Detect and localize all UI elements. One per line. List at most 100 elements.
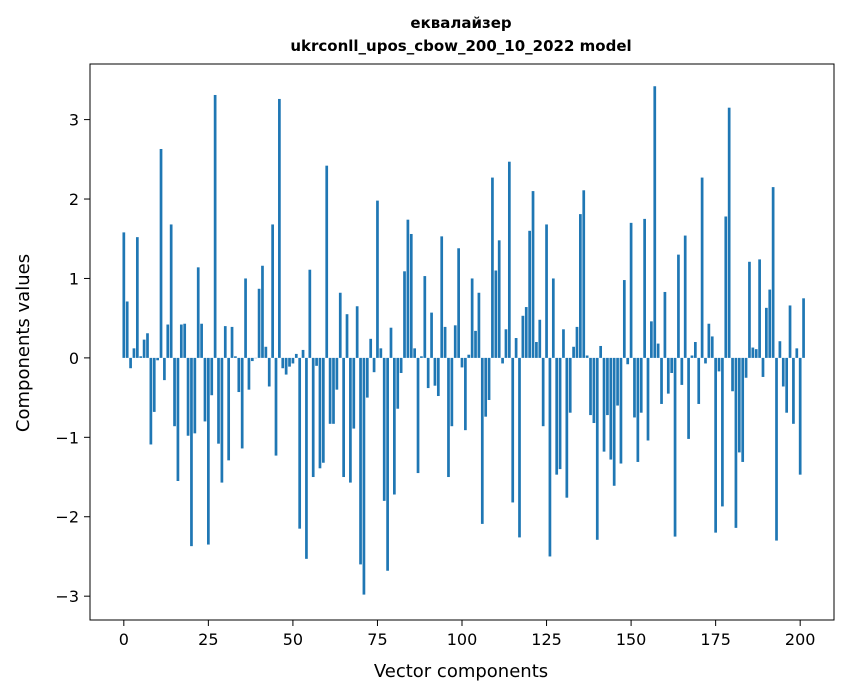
bar [403, 271, 406, 358]
bar [551, 278, 555, 358]
bar [440, 236, 444, 358]
bar [497, 240, 501, 358]
y-tick-label: 2 [69, 190, 79, 209]
bar [535, 342, 538, 358]
bar [710, 336, 714, 358]
bar [690, 355, 694, 358]
x-tick-label: 150 [616, 630, 647, 649]
bar [389, 327, 393, 358]
bar [179, 324, 183, 358]
bar [629, 222, 633, 358]
bar [372, 357, 376, 373]
bar [518, 357, 521, 538]
bar [453, 325, 457, 358]
bar [349, 357, 352, 483]
bar [426, 357, 430, 389]
bar [748, 261, 751, 358]
bar [474, 330, 477, 358]
bar [159, 148, 163, 358]
bar [244, 278, 247, 358]
x-tick-label: 0 [119, 630, 129, 649]
bar [305, 357, 308, 559]
x-tick-label: 75 [367, 630, 387, 649]
bar [203, 357, 207, 422]
bar [737, 357, 741, 453]
bar [754, 349, 758, 358]
bar [328, 357, 332, 424]
bar [464, 357, 467, 431]
bar [619, 357, 623, 464]
bar [379, 348, 383, 358]
bar [423, 276, 427, 358]
bar [207, 357, 210, 545]
bar [666, 357, 670, 394]
bar [132, 348, 136, 358]
bar [592, 357, 596, 424]
bar [413, 348, 417, 358]
y-axis-ticks: −3 −2 −1 0 1 2 3 [55, 111, 90, 606]
bar [129, 357, 132, 369]
bar [122, 232, 126, 358]
bar [447, 357, 450, 478]
y-tick-label: −3 [55, 587, 79, 606]
bar [724, 216, 728, 358]
bar [528, 230, 531, 358]
bar [267, 357, 271, 387]
bar [193, 357, 197, 434]
x-tick-label: 100 [447, 630, 478, 649]
bar [338, 292, 342, 358]
bar [562, 329, 565, 358]
bar [721, 357, 724, 507]
bar [501, 357, 504, 364]
bar [342, 357, 345, 478]
x-tick-label: 50 [283, 630, 303, 649]
bar [636, 357, 640, 462]
bar [271, 224, 274, 358]
bar [376, 200, 379, 358]
bar [565, 357, 569, 498]
bar [480, 357, 484, 524]
bar [761, 357, 765, 377]
bar [166, 324, 170, 358]
bar [470, 278, 474, 358]
bar [477, 292, 481, 358]
bar [765, 307, 768, 358]
bar [278, 98, 281, 358]
bar [491, 177, 494, 358]
bar [704, 357, 707, 364]
bar [670, 357, 674, 373]
bar [639, 357, 643, 413]
bar [210, 357, 214, 396]
bar [633, 357, 636, 418]
bar [321, 357, 325, 463]
bar [217, 357, 220, 444]
bar [758, 259, 761, 358]
bar [731, 357, 734, 392]
x-tick-label: 200 [785, 630, 816, 649]
x-tick-label: 175 [700, 630, 731, 649]
bar [531, 191, 535, 358]
bar [352, 357, 356, 429]
bar [240, 357, 244, 449]
bar [727, 107, 731, 358]
bar [294, 353, 298, 358]
bar [697, 357, 701, 404]
bar [572, 346, 575, 358]
bar [538, 319, 542, 358]
y-tick-label: 0 [69, 349, 79, 368]
bar [173, 357, 176, 427]
bar [771, 187, 775, 358]
bar [558, 357, 562, 470]
bar-series [122, 86, 805, 595]
bar [785, 357, 789, 413]
bar [626, 357, 630, 365]
bar [223, 326, 227, 358]
bar [443, 326, 447, 358]
bar [660, 357, 663, 404]
bar [369, 338, 373, 358]
bar [602, 357, 606, 452]
bar [176, 357, 180, 481]
bar [487, 357, 491, 400]
x-tick-label: 125 [531, 630, 562, 649]
bar [247, 357, 251, 390]
